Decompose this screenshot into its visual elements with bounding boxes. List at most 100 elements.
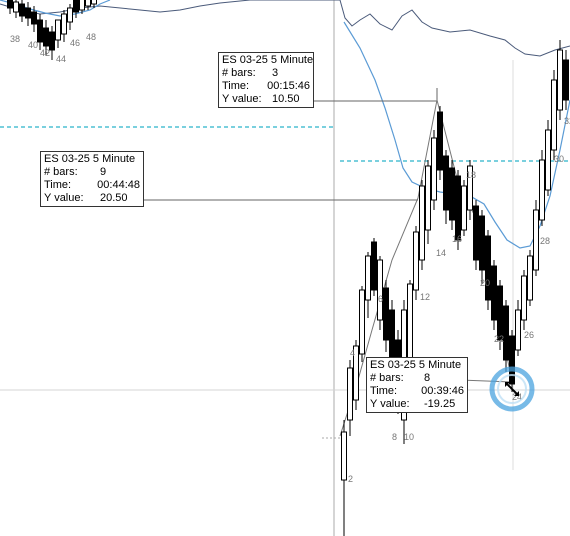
candle bbox=[13, 0, 19, 18]
bar-number-label: 38 bbox=[10, 34, 20, 44]
candle bbox=[515, 300, 521, 356]
candle bbox=[55, 19, 61, 48]
bar-number-label: 12 bbox=[420, 292, 430, 302]
candle bbox=[485, 230, 491, 310]
bar-number-label: 22 bbox=[494, 334, 504, 344]
move-cursor-icon bbox=[505, 382, 519, 396]
candle bbox=[563, 50, 569, 110]
candle bbox=[533, 200, 539, 276]
candle bbox=[37, 14, 43, 50]
bar-number-label: 44 bbox=[56, 54, 66, 64]
candle bbox=[341, 420, 347, 536]
candle bbox=[509, 330, 515, 392]
bar-number-label: 2 bbox=[348, 474, 353, 484]
bar-number-label: 28 bbox=[540, 236, 550, 246]
candle bbox=[359, 286, 365, 362]
candle bbox=[43, 20, 49, 56]
tooltip-yvalue-label: Y value: bbox=[44, 192, 84, 204]
candle bbox=[413, 226, 419, 300]
candle bbox=[383, 280, 389, 352]
bar-number-label: 18 bbox=[466, 170, 476, 180]
bar-number-label: 10 bbox=[404, 432, 414, 442]
bar-number-label: 46 bbox=[70, 38, 80, 48]
candle bbox=[67, 4, 73, 30]
bar-number-label: 8 bbox=[392, 432, 397, 442]
tooltip-bars-value: 3 bbox=[272, 67, 279, 79]
candle bbox=[527, 250, 533, 306]
candle bbox=[19, 0, 25, 22]
tooltip-bars-label: # bars: bbox=[222, 67, 256, 79]
candle bbox=[431, 130, 437, 210]
bar-number-label: 48 bbox=[86, 32, 96, 42]
cursor-highlight-ring bbox=[489, 366, 535, 412]
candle bbox=[425, 160, 431, 244]
tooltip-time-value: 00:44:48 bbox=[97, 179, 140, 191]
candle bbox=[85, 0, 91, 10]
bar-number-label: 14 bbox=[436, 248, 446, 258]
bar-number-label: 24 bbox=[512, 392, 522, 402]
candle bbox=[497, 280, 503, 350]
tooltip-yvalue-label: Y value: bbox=[370, 398, 410, 410]
tooltip-yvalue-label: Y value: bbox=[222, 93, 262, 105]
tooltip-title: ES 03-25 5 Minute bbox=[222, 54, 314, 66]
candle bbox=[419, 180, 425, 270]
candle bbox=[557, 40, 563, 120]
candle bbox=[455, 170, 461, 250]
candle bbox=[377, 256, 383, 330]
candle bbox=[61, 10, 67, 42]
candle bbox=[437, 106, 443, 180]
candle bbox=[7, 0, 13, 14]
measure-tooltip-2: ES 03-25 5 Minute # bars: 9 Time: 00:44:48… bbox=[40, 151, 144, 207]
tooltip-bars-value: 9 bbox=[100, 166, 107, 178]
measure-line-4 bbox=[459, 379, 513, 383]
candle bbox=[503, 300, 509, 372]
tooltip-title: ES 03-25 5 Minute bbox=[44, 153, 136, 165]
tooltip-time-label: Time: bbox=[222, 80, 250, 92]
bar-number-label: 6 bbox=[378, 294, 383, 304]
candle bbox=[347, 360, 353, 436]
tooltip-yvalue-value: 10.50 bbox=[272, 93, 300, 105]
bar-number-label: 4 bbox=[350, 348, 355, 358]
candle bbox=[479, 210, 485, 284]
candle bbox=[31, 6, 37, 32]
bar-number-label: 40 bbox=[28, 40, 38, 50]
tooltip-yvalue-value: -19.25 bbox=[424, 398, 456, 410]
bar-number-label: 30 bbox=[554, 154, 564, 164]
tooltip-time-label: Time: bbox=[44, 179, 72, 191]
candle bbox=[443, 150, 449, 224]
candle bbox=[473, 200, 479, 270]
bar-number-label: 42 bbox=[40, 48, 50, 58]
tooltip-time-value: 00:15:46 bbox=[267, 80, 310, 92]
candle bbox=[371, 238, 377, 296]
candle bbox=[461, 180, 467, 236]
tooltip-time-value: 00:39:46 bbox=[421, 385, 464, 397]
candle bbox=[491, 260, 497, 330]
candle bbox=[91, 0, 97, 8]
moving-average-dark bbox=[0, 0, 570, 57]
tooltip-yvalue-value: 20.50 bbox=[100, 192, 128, 204]
bar-number-label: 16 bbox=[452, 234, 462, 244]
tooltip-time-label: Time: bbox=[370, 385, 398, 397]
candle bbox=[73, 0, 79, 18]
bar-number-label: 32 bbox=[564, 116, 570, 126]
candle bbox=[353, 340, 359, 410]
tooltip-bars-value: 8 bbox=[424, 372, 431, 384]
cursor-highlight-inner bbox=[497, 374, 527, 404]
candle bbox=[449, 160, 455, 230]
candle bbox=[521, 270, 527, 330]
measure-tooltip-1: ES 03-25 5 Minute # bars: 3 Time: 00:15:46… bbox=[218, 52, 314, 108]
candle bbox=[365, 252, 371, 318]
bar-number-label: 26 bbox=[524, 330, 534, 340]
candle bbox=[551, 70, 557, 160]
candle bbox=[79, 0, 85, 14]
candle bbox=[539, 150, 545, 226]
candle bbox=[25, 2, 31, 26]
candle bbox=[49, 26, 55, 60]
bar-labels: 3840424446482468101214161820222426283032 bbox=[10, 32, 570, 484]
candle bbox=[545, 120, 551, 196]
tooltip-bars-label: # bars: bbox=[44, 166, 78, 178]
tooltip-bars-label: # bars: bbox=[370, 372, 404, 384]
measure-tooltip-3: ES 03-25 5 Minute # bars: 8 Time: 00:39:46… bbox=[366, 357, 468, 413]
candle bbox=[467, 160, 473, 220]
tooltip-title: ES 03-25 5 Minute bbox=[370, 359, 462, 371]
